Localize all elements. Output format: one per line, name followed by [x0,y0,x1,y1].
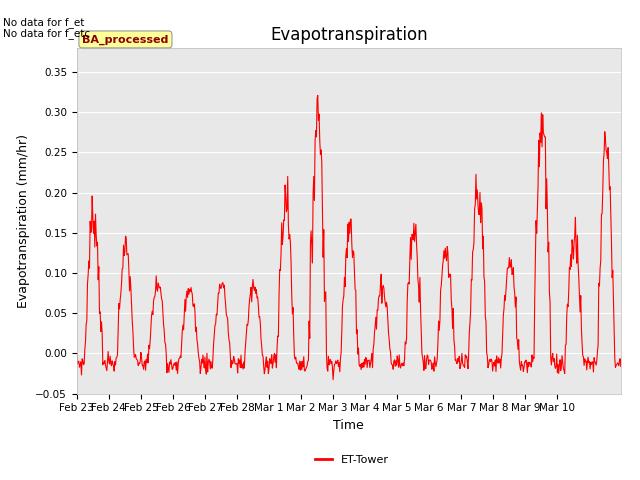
Legend: ET-Tower: ET-Tower [311,451,393,469]
Text: No data for f_et: No data for f_et [3,17,84,28]
Y-axis label: Evapotranspiration (mm/hr): Evapotranspiration (mm/hr) [17,134,30,308]
Text: BA_processed: BA_processed [82,34,168,45]
Title: Evapotranspiration: Evapotranspiration [270,25,428,44]
X-axis label: Time: Time [333,419,364,432]
Text: No data for f_etc: No data for f_etc [3,28,90,39]
